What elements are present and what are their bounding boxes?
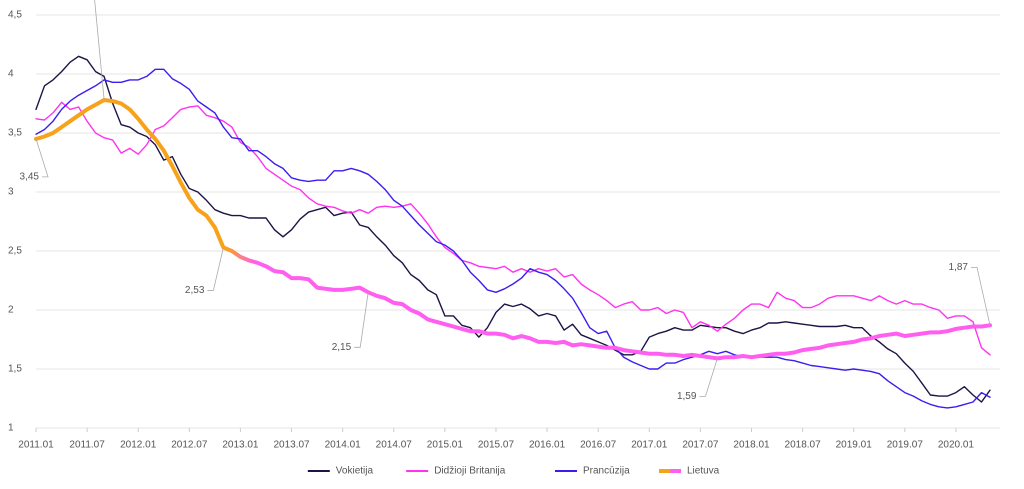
x-tick-label: 2016.01 [529,440,566,451]
leader-line [207,247,224,291]
y-tick-label: 1,5 [8,364,22,375]
y-tick-label: 2 [8,305,14,316]
x-tick-label: 2019.07 [887,440,924,451]
x-tick-label: 2017.07 [682,440,719,451]
y-tick-label: 3 [8,187,14,198]
x-tick-label: 2011.01 [18,440,54,451]
series-line [35,55,991,403]
x-tick-label: 2012.07 [171,440,208,451]
series-line [35,101,991,356]
x-tick-label: 2013.01 [222,440,259,451]
value-label: 1,87 [949,262,969,273]
legend-swatch [659,469,681,473]
x-tick-label: 2020.01 [938,440,975,451]
series-line [35,68,991,409]
legend-label: Prancūzija [583,466,630,477]
x-tick-label: 2018.01 [733,440,770,451]
x-tick-label: 2015.07 [478,440,515,451]
legend-label: Vokietija [336,466,374,477]
x-tick-label: 2014.01 [325,440,362,451]
y-tick-label: 4 [8,69,14,80]
value-label: 2,53 [185,285,205,296]
legend-label: Lietuva [687,466,720,477]
y-tick-label: 2,5 [8,246,22,257]
y-tick-label: 1 [8,423,14,434]
y-tick-label: 4,5 [8,10,22,21]
x-tick-label: 2016.07 [580,440,617,451]
x-tick-label: 2018.07 [785,440,822,451]
leader-line [971,266,991,326]
x-tick-label: 2017.01 [631,440,668,451]
legend-swatch [555,470,577,472]
x-tick-label: 2013.07 [273,440,310,451]
leader-line [699,358,718,397]
leader-line [94,0,105,100]
legend-swatch [406,470,429,472]
series-line [34,98,992,361]
x-tick-label: 2015.01 [427,440,464,451]
x-tick-label: 2012.01 [120,440,157,451]
x-tick-label: 2014.07 [376,440,413,451]
x-tick-label: 2019.01 [836,440,873,451]
value-label: 3,78 [66,0,86,1]
x-tick-label: 2011.07 [69,440,105,451]
legend-swatch [307,470,330,472]
leader-line [354,292,369,348]
leader-line [35,138,49,178]
value-label: 3,45 [20,172,40,183]
y-tick-label: 3,5 [8,128,22,139]
value-label: 2,15 [332,342,352,353]
value-label: 1,59 [677,391,697,402]
legend-label: Didžioji Britanija [434,466,506,477]
